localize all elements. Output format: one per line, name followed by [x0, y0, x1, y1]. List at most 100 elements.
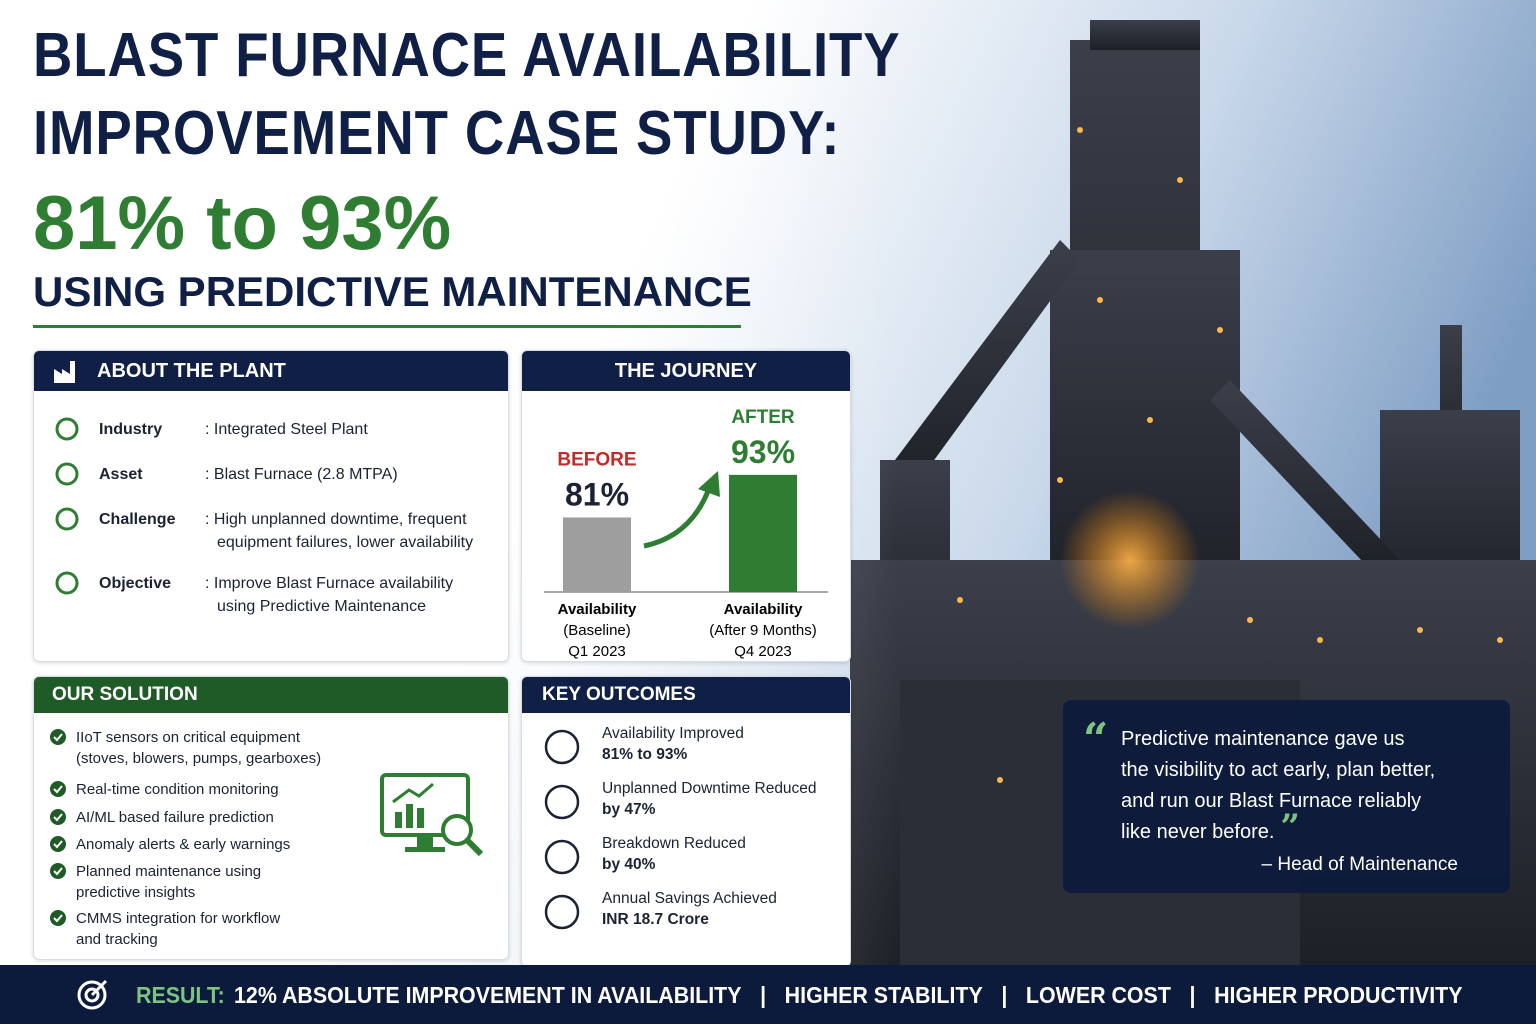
journey-chart: 81% BEFORE Availability (Baseline) Q1 2023 93…: [544, 407, 828, 660]
row-icon: [55, 417, 79, 441]
icon-shape: [55, 507, 79, 531]
quote-line: and run our Blast Furnace reliably: [1121, 790, 1422, 812]
row-label: Industry: [99, 421, 163, 438]
icon-shape: [544, 839, 580, 875]
row-label: Challenge: [99, 511, 176, 528]
row-icon: [55, 462, 79, 486]
bar-caption: Q4 2023: [734, 643, 792, 660]
bar-tag: BEFORE: [557, 449, 636, 470]
outcome-value: INR 18.7 Crore: [602, 911, 709, 928]
row-value: : Blast Furnace (2.8 MTPA): [205, 466, 398, 483]
row-value: : High unplanned downtime, frequent: [205, 511, 467, 528]
arrow-head: [698, 471, 720, 497]
solution-text: AI/ML based failure prediction: [76, 809, 274, 826]
icon-shape: [55, 571, 79, 595]
solution-text: Real-time condition monitoring: [76, 781, 279, 798]
bar-tag: AFTER: [731, 407, 795, 428]
outcome-icon: [544, 839, 580, 875]
icon-shape: [55, 462, 79, 486]
separator: |: [760, 982, 767, 1008]
outcome-icon: [544, 894, 580, 930]
outcome-label: Annual Savings Achieved: [602, 890, 777, 907]
outcome-label: Unplanned Downtime Reduced: [602, 780, 817, 797]
solution-text: Anomaly alerts & early warnings: [76, 836, 291, 853]
quote-author: – Head of Maintenance: [1261, 854, 1458, 875]
result-text: RESULT: 12% ABSOLUTE IMPROVEMENT IN AVAIL…: [136, 982, 1462, 1009]
check-icon: [50, 781, 66, 797]
solution-text: CMMS integration for workflow: [76, 910, 281, 927]
quote-line: like never before.”: [1121, 807, 1300, 847]
solution-text: and tracking: [76, 931, 158, 948]
check-icon: [50, 729, 66, 745]
bar-caption: Availability: [558, 601, 637, 618]
check-icon: [50, 910, 66, 926]
row-icon: [55, 507, 79, 531]
bar: [563, 517, 631, 592]
check-icon: [50, 809, 66, 825]
row-icon: [55, 571, 79, 595]
highlight: 81% to 93%: [33, 181, 452, 266]
check-mark: [53, 733, 63, 742]
outcome-value: by 40%: [602, 856, 656, 873]
row-value: using Predictive Maintenance: [217, 598, 427, 615]
panel-title: ABOUT THE PLANT: [34, 351, 508, 391]
check-bg: [50, 910, 66, 926]
outcome-label: Breakdown Reduced: [602, 835, 746, 852]
icon-shape: [544, 894, 580, 930]
row-value: : Integrated Steel Plant: [205, 421, 368, 438]
panel-title: THE JOURNEY: [522, 351, 850, 391]
target-icon: [77, 979, 108, 1010]
bar: [729, 474, 797, 592]
value-label: 93%: [731, 434, 795, 470]
journey-panel: THE JOURNEY 81% BEFORE Availability (Baseli…: [521, 350, 851, 662]
bar-caption: (Baseline): [563, 622, 631, 639]
check-bg: [50, 729, 66, 745]
outcome-icon: [544, 784, 580, 820]
bar-caption: Q1 2023: [568, 643, 626, 660]
outcome-value: 81% to 93%: [602, 746, 688, 763]
value-label: 81%: [565, 476, 629, 512]
quote-mark: ”: [1280, 807, 1300, 847]
solution-text: (stoves, blowers, pumps, gearboxes): [76, 750, 322, 767]
title-line: IMPROVEMENT CASE STUDY:: [33, 99, 841, 168]
panel-title: KEY OUTCOMES: [522, 677, 850, 713]
check-bg: [50, 809, 66, 825]
check-icon: [50, 836, 66, 852]
check-bg: [50, 781, 66, 797]
check-mark: [53, 840, 63, 849]
factory-icon: [54, 361, 75, 383]
result-item: 12% ABSOLUTE IMPROVEMENT IN AVAILABILITY: [234, 982, 742, 1008]
bar-caption: Availability: [724, 601, 803, 618]
separator: |: [1189, 982, 1196, 1008]
outcomes-panel: KEY OUTCOMES Availability Improved 81% to…: [521, 676, 851, 967]
separator: |: [1001, 982, 1008, 1008]
quote-line: Predictive maintenance gave us: [1121, 728, 1405, 750]
row-label: Objective: [99, 575, 172, 592]
check-bg: [50, 863, 66, 879]
subtitle: USING PREDICTIVE MAINTENANCE: [33, 268, 752, 315]
check-mark: [53, 867, 63, 876]
outcome-icon: [544, 729, 580, 765]
check-mark: [53, 914, 63, 923]
quote-text: Predictive maintenance gave us the visibi…: [1121, 724, 1435, 848]
row-label: Asset: [99, 466, 143, 483]
check-mark: [53, 813, 63, 822]
solution-panel: OUR SOLUTION IIoT sensors on critical eq…: [33, 676, 509, 960]
result-item: LOWER COST: [1025, 982, 1171, 1008]
about-panel: ABOUT THE PLANT Industry : Integrated Ste…: [33, 350, 509, 662]
solution-text: predictive insights: [76, 884, 196, 901]
result-item: HIGHER STABILITY: [784, 982, 983, 1008]
check-mark: [53, 785, 63, 794]
icon-shape: [544, 784, 580, 820]
analytics-icon: [380, 773, 484, 857]
bar-caption: (After 9 Months): [709, 622, 817, 639]
quote-mark: “: [1083, 714, 1109, 765]
result-bar: RESULT: 12% ABSOLUTE IMPROVEMENT IN AVAIL…: [0, 965, 1536, 1024]
outcome-value: by 47%: [602, 801, 656, 818]
result-label: RESULT:: [136, 982, 225, 1008]
quote-line: the visibility to act early, plan better…: [1121, 759, 1436, 781]
outcome-label: Availability Improved: [602, 725, 744, 742]
row-value: equipment failures, lower availability: [217, 534, 474, 551]
solution-text: IIoT sensors on critical equipment: [76, 729, 300, 746]
